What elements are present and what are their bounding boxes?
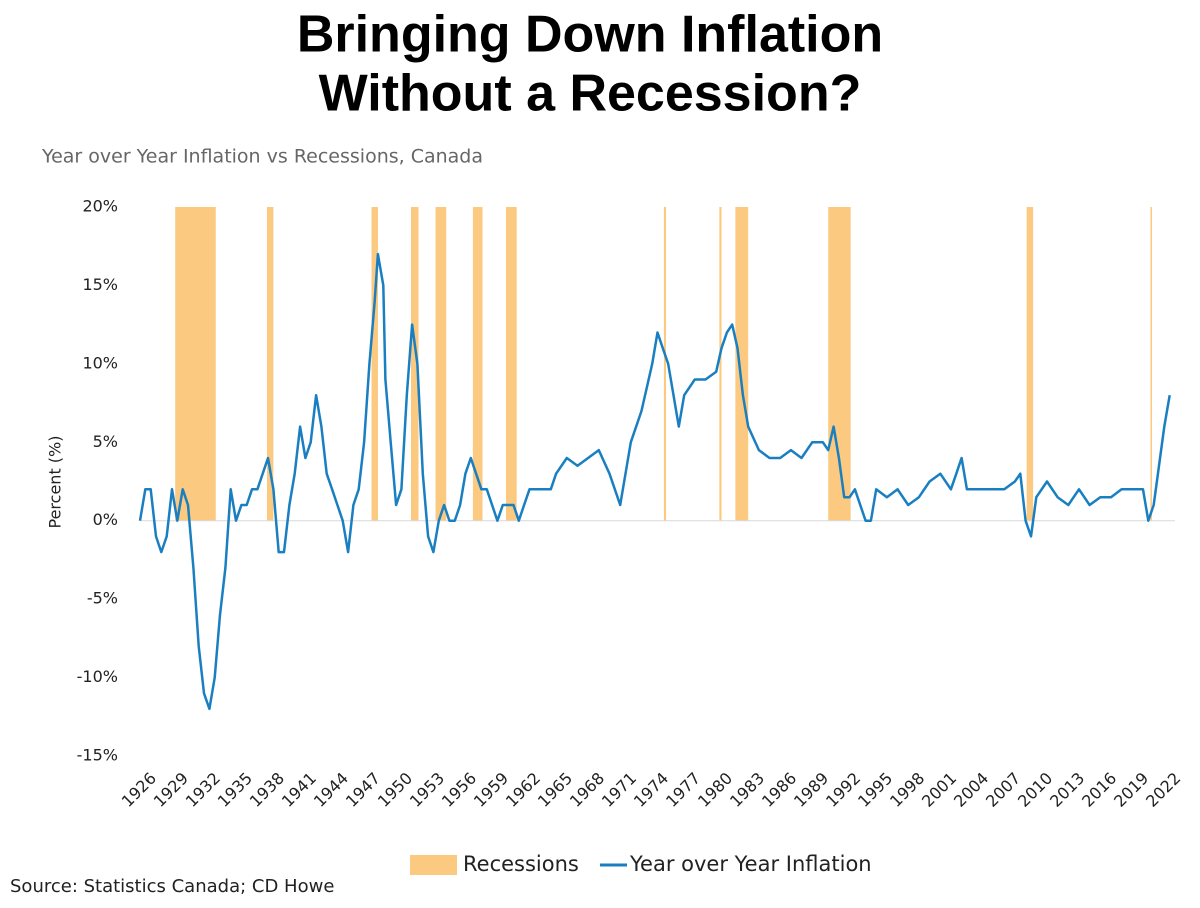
recession-band [371,207,378,521]
x-tick-label: 2001 [918,769,960,811]
x-tick-label: 1971 [598,769,640,811]
recession-band [435,207,447,521]
x-tick-label: 1959 [470,769,512,811]
y-tick-label: -10% [77,667,118,686]
legend-label: Recessions [463,852,579,876]
x-tick-label: 1956 [438,769,480,811]
y-tick-label: -5% [87,589,118,608]
x-tick-label: 1947 [342,769,384,811]
y-axis-label: Percent (%) [46,436,65,529]
x-tick-label: 1929 [150,769,192,811]
inflation-line [138,252,1171,711]
x-tick-label: 2004 [950,769,992,811]
x-tick-label: 1926 [118,769,160,811]
recession-band [663,207,667,521]
x-tick-label: 1989 [790,769,832,811]
y-tick-label: -15% [77,746,118,765]
x-tick-label: 1995 [854,769,896,811]
x-tick-label: 1950 [374,769,416,811]
recession-band [175,207,216,521]
recession-band [828,207,851,521]
x-tick-label: 1953 [406,769,448,811]
x-tick-label: 2022 [1142,769,1184,811]
recession-band [735,207,749,521]
recession-band [719,207,722,521]
x-tick-label: 1974 [630,769,672,811]
x-tick-label: 2013 [1046,769,1088,811]
y-tick-label: 0% [93,510,118,529]
x-tick-label: 2007 [982,769,1024,811]
x-tick-label: 1938 [246,769,288,811]
y-tick-label: 10% [82,353,118,372]
y-tick-label: 20% [82,197,118,216]
x-tick-label: 1986 [758,769,800,811]
y-tick-label: 5% [93,432,118,451]
x-tick-label: 1983 [726,769,768,811]
recession-band [1026,207,1034,521]
x-tick-label: 1980 [694,769,736,811]
x-tick-label: 1935 [214,769,256,811]
legend-label: Year over Year Inflation [629,852,872,876]
chart-subtitle: Year over Year Inflation vs Recessions, … [41,146,483,168]
chart-title: Bringing Down Inflation [297,6,883,64]
x-tick-label: 1962 [502,769,544,811]
x-tick-label: 1965 [534,769,576,811]
recession-band [411,207,419,521]
x-tick-label: 1941 [278,769,320,811]
chart-title: Without a Recession? [319,65,862,123]
x-tick-label: 2010 [1014,769,1056,811]
recession-band [1150,207,1152,521]
x-tick-label: 1992 [822,769,864,811]
recession-band [266,207,274,521]
y-tick-label: 15% [82,275,118,294]
recession-band [505,207,517,521]
x-tick-label: 1998 [886,769,928,811]
source: Source: Statistics Canada; CD Howe [10,876,334,897]
recession-band [472,207,483,521]
legend-swatch [410,855,457,875]
x-tick-label: 1944 [310,769,352,811]
x-tick-label: 1968 [566,769,608,811]
x-tick-label: 1932 [182,769,224,811]
x-tick-label: 2019 [1110,769,1152,811]
x-tick-label: 1977 [662,769,704,811]
x-tick-label: 2016 [1078,769,1120,811]
